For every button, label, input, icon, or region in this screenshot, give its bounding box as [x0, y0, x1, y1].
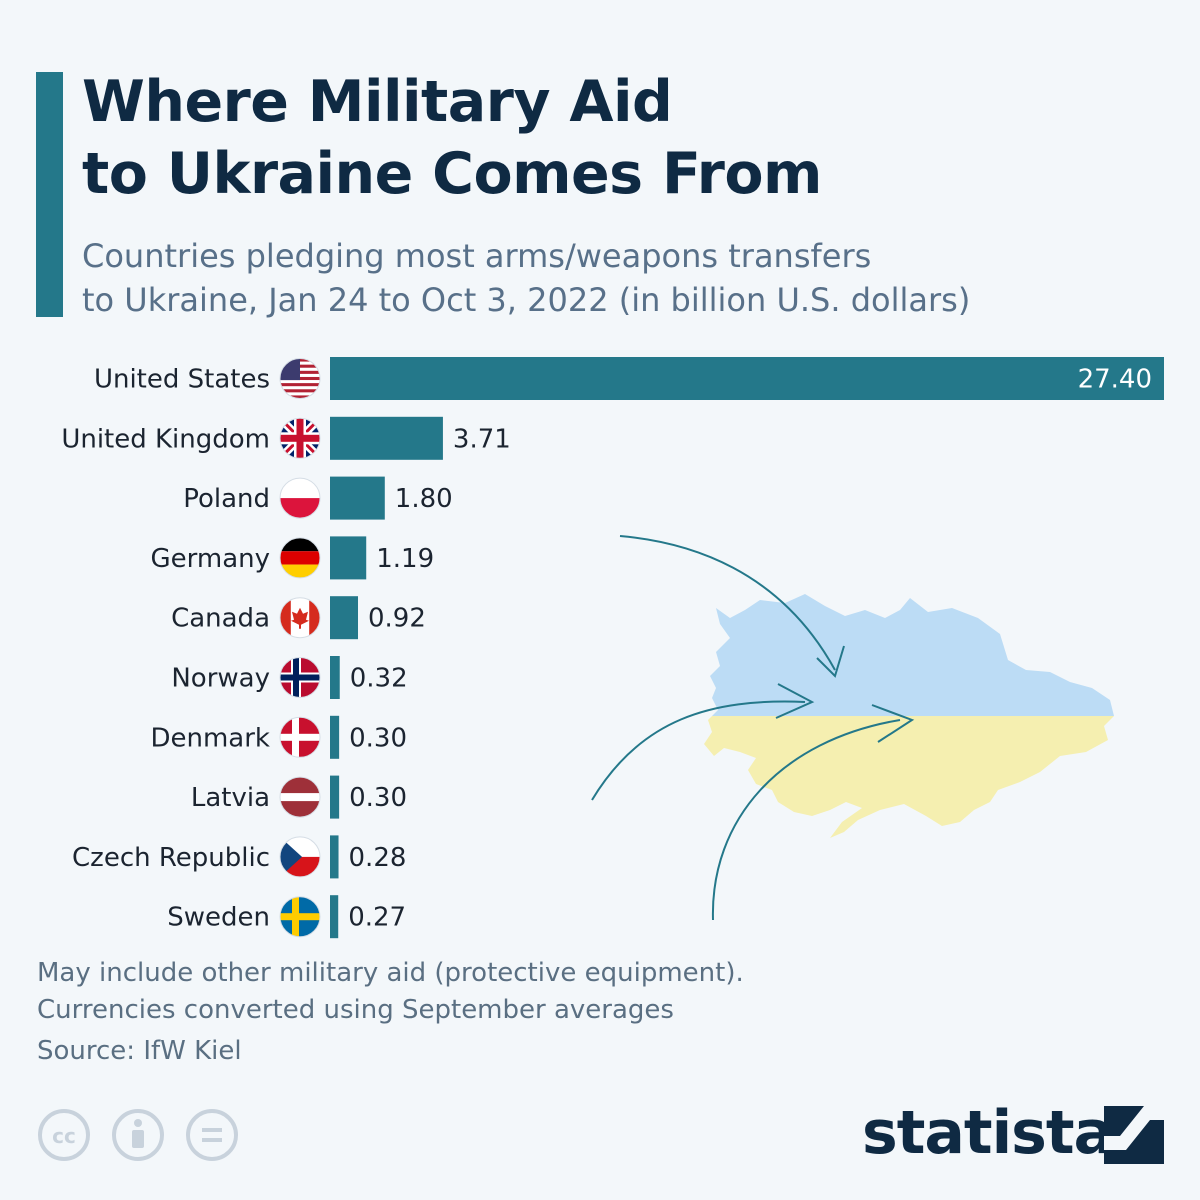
category-label: Canada	[171, 604, 270, 634]
arrow-3-head	[871, 704, 915, 743]
arrow-2-head	[775, 683, 815, 719]
arrow-2	[591, 700, 806, 801]
bar-row-poland: Poland 1.80	[183, 476, 453, 520]
no-derivatives-icon[interactable]	[186, 1109, 238, 1161]
uk-flag-icon	[279, 417, 321, 459]
arrow-3	[711, 719, 901, 921]
chart-note: May include other military aid (protecti…	[37, 955, 937, 1029]
title-line-1: Where Military Aid	[82, 69, 673, 135]
canada-flag-icon	[279, 597, 321, 639]
bar-row-denmark: Denmark 0.30	[150, 715, 407, 759]
category-label: United Kingdom	[61, 424, 270, 454]
category-label: United States	[94, 365, 270, 395]
bar	[330, 895, 339, 939]
category-label: Latvia	[191, 783, 270, 813]
bar	[330, 357, 1164, 400]
value-label: 0.30	[349, 783, 407, 813]
value-label: 0.27	[348, 903, 406, 933]
category-label: Sweden	[167, 903, 270, 933]
category-label: Germany	[150, 544, 270, 574]
bar	[330, 656, 340, 699]
sweden-flag-icon	[279, 896, 321, 938]
value-label: 0.30	[349, 723, 407, 753]
value-label: 0.92	[368, 604, 426, 634]
bar-row-latvia: Latvia 0.30	[191, 775, 407, 819]
category-label: Denmark	[150, 723, 270, 753]
latvia-flag-icon	[279, 776, 321, 818]
value-label: 0.28	[349, 843, 407, 873]
bar-row-norway: Norway 0.32	[171, 656, 408, 699]
bar-row-sweden: Sweden 0.27	[167, 895, 406, 939]
value-label: 1.19	[376, 544, 434, 574]
ukraine-map-illustration	[591, 535, 1114, 921]
bar-row-canada: Canada 0.92	[171, 596, 426, 640]
us-flag-icon	[279, 358, 321, 399]
czech-flag-icon	[279, 836, 321, 878]
bar-row-czech-republic: Czech Republic 0.28	[72, 835, 407, 879]
subtitle-line-2: to Ukraine, Jan 24 to Oct 3, 2022 (in bi…	[82, 281, 971, 319]
category-label: Czech Republic	[72, 843, 270, 873]
category-label: Poland	[183, 484, 270, 514]
value-label: 0.32	[350, 664, 408, 694]
germany-flag-icon	[279, 537, 321, 579]
bar-row-germany: Germany 1.19	[150, 536, 434, 580]
bar	[330, 476, 385, 520]
value-label: 3.71	[453, 424, 511, 454]
value-label: 27.40	[1078, 365, 1152, 395]
subtitle-line-1: Countries pledging most arms/weapons tra…	[82, 237, 872, 275]
title-line-2: to Ukraine Comes From	[82, 141, 822, 207]
chart-title: Where Military Aid to Ukraine Comes From	[82, 66, 1162, 210]
poland-flag-icon	[279, 477, 321, 519]
statista-wordmark[interactable]: statista	[862, 1098, 1114, 1168]
bar-row-united-states: United States 27.40	[94, 357, 1164, 400]
arrow-1	[619, 535, 836, 671]
arrow-1-head	[816, 645, 845, 678]
statista-logo-icon	[1104, 1106, 1164, 1164]
attribution-icon[interactable]	[112, 1109, 164, 1161]
bar	[330, 775, 340, 819]
svg-text:cc: cc	[52, 1124, 76, 1148]
chart-subtitle: Countries pledging most arms/weapons tra…	[82, 234, 1162, 322]
norway-flag-icon	[279, 657, 321, 698]
note-line-2: Currencies converted using September ave…	[37, 995, 674, 1025]
category-label: Norway	[171, 664, 270, 694]
value-label: 1.80	[395, 484, 453, 514]
bar	[330, 416, 443, 460]
bar	[330, 715, 340, 759]
denmark-flag-icon	[279, 716, 321, 758]
bar	[330, 835, 339, 879]
license-icons: cc	[38, 1109, 238, 1161]
note-line-1: May include other military aid (protecti…	[37, 958, 744, 988]
cc-icon[interactable]: cc	[38, 1109, 90, 1161]
bar-row-united-kingdom: United Kingdom 3.71	[61, 416, 511, 460]
chart-source: Source: IfW Kiel	[37, 1036, 242, 1066]
title-accent-bar	[36, 72, 63, 317]
bar	[330, 596, 359, 640]
bar	[330, 536, 367, 580]
